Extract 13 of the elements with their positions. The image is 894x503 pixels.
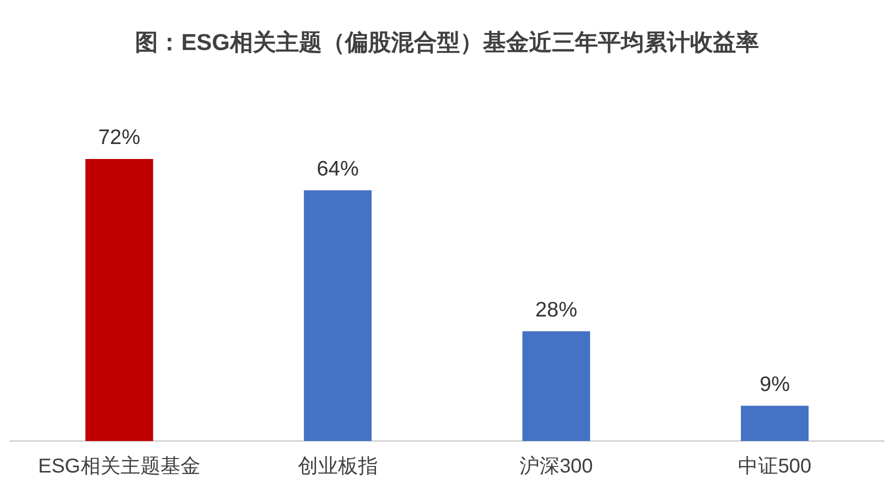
x-tick-label: 沪深300 — [520, 454, 593, 478]
bar — [740, 406, 809, 441]
data-label: 64% — [316, 158, 359, 181]
bar — [522, 331, 590, 441]
x-tick-label: 创业板指 — [298, 456, 378, 478]
data-label: 72% — [98, 126, 140, 150]
data-label: 9% — [760, 373, 790, 396]
chart-title: 图：ESG相关主题（偏股混合型）基金近三年平均累计收益率 — [135, 29, 759, 56]
x-tick-label: 中证500 — [738, 456, 812, 478]
bar — [304, 190, 372, 441]
x-tick-label: ESG相关主题基金 — [38, 454, 200, 478]
bar — [85, 158, 154, 441]
data-label: 28% — [535, 298, 578, 322]
